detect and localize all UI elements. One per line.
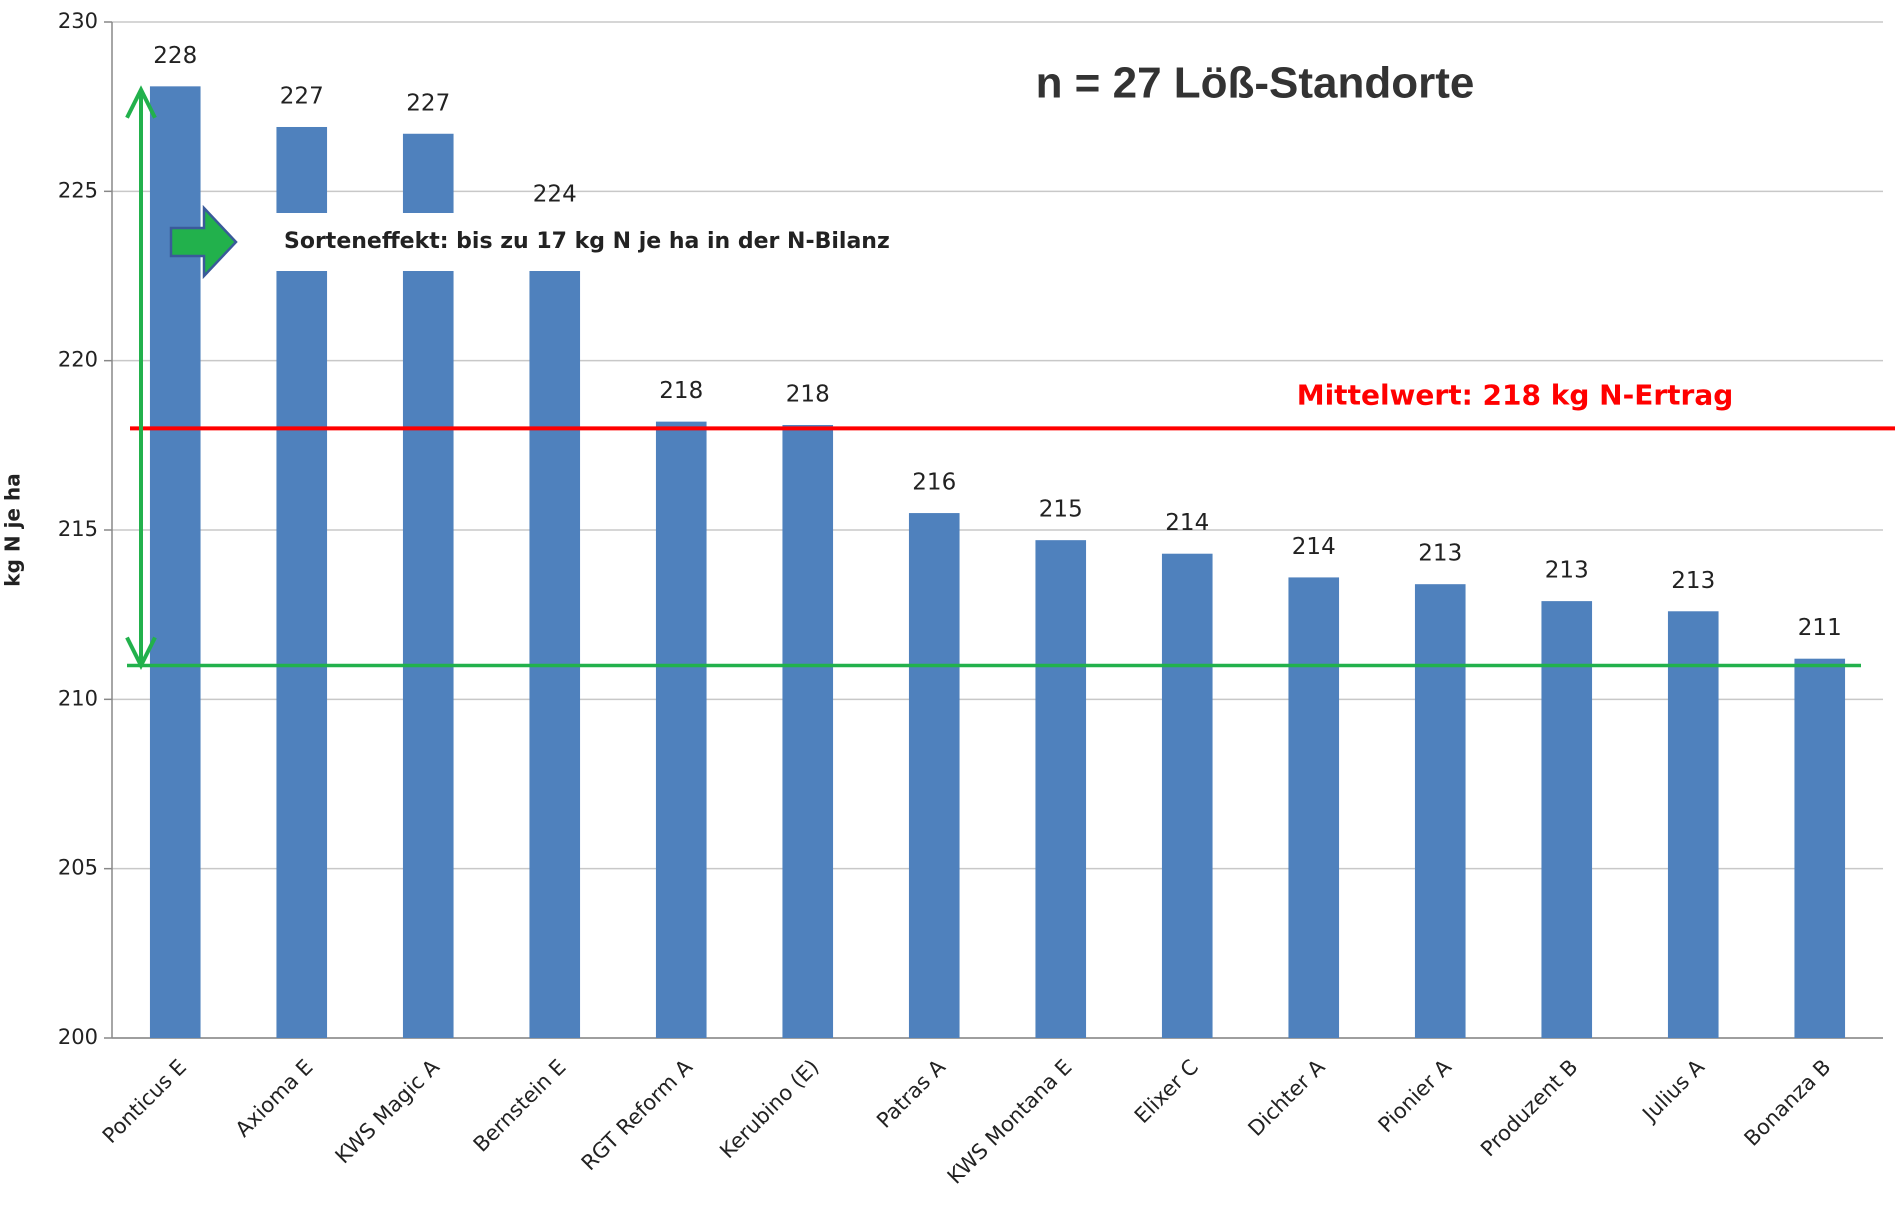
arrow-head: [125, 85, 157, 119]
chart-title: n = 27 Löß-Standorte: [1036, 59, 1475, 108]
bar: [655, 421, 707, 1038]
bar: [1667, 611, 1719, 1038]
x-tick-label: Axioma E: [231, 1055, 318, 1142]
arrow-head: [125, 636, 157, 670]
x-tick-label: Ponticus E: [98, 1055, 191, 1148]
value-label: 214: [1292, 534, 1336, 560]
x-tick-label: KWS Magic A: [331, 1054, 445, 1168]
x-tick-label: RGT Reform A: [577, 1054, 698, 1175]
value-label: 218: [659, 378, 703, 404]
value-label: 216: [912, 470, 956, 496]
x-tick-label: KWS Montana E: [943, 1055, 1077, 1189]
mean-label: Mittelwert: 218 kg N-Ertrag: [1297, 378, 1734, 411]
bar: [529, 225, 581, 1038]
value-label: 213: [1418, 541, 1462, 567]
annotation-label: Sorteneffekt: bis zu 17 kg N je ha in de…: [284, 229, 890, 254]
bar: [1794, 658, 1846, 1038]
value-label: 215: [1039, 497, 1083, 523]
value-label: 218: [786, 382, 830, 408]
annotation-arrow-icon: [169, 204, 238, 280]
bar: [908, 513, 960, 1038]
bar: [276, 126, 328, 1038]
y-tick-label: 220: [58, 348, 98, 372]
value-label: 228: [153, 43, 197, 69]
bar: [1288, 577, 1340, 1038]
bar: [1161, 553, 1213, 1038]
x-tick-label: Produzent B: [1476, 1055, 1582, 1161]
x-tick-label: Elixer C: [1130, 1055, 1203, 1128]
x-tick-label: Patras A: [872, 1054, 950, 1132]
bar: [402, 133, 454, 1038]
value-label: 224: [533, 182, 577, 208]
x-tick-label: Kerubino (E): [715, 1055, 823, 1163]
y-tick-label: 200: [58, 1025, 98, 1049]
value-label: 214: [1165, 510, 1209, 536]
bar: [1414, 584, 1466, 1038]
bar: [1035, 540, 1087, 1038]
bar: [1541, 601, 1593, 1038]
value-label: 213: [1545, 558, 1589, 584]
x-tick-label: Julius A: [1637, 1054, 1710, 1127]
annotation-background: [270, 213, 890, 271]
y-tick-label: 230: [58, 9, 98, 33]
y-tick-label: 205: [58, 856, 98, 880]
bar: [782, 425, 834, 1039]
x-tick-label: Bonanza B: [1740, 1055, 1836, 1151]
value-label: 227: [406, 90, 450, 116]
x-tick-label: Dichter A: [1243, 1054, 1329, 1140]
y-tick-label: 210: [58, 686, 98, 710]
y-axis-label: kg N je ha: [1, 473, 25, 586]
value-label: 213: [1671, 568, 1715, 594]
x-tick-label: Pionier A: [1374, 1054, 1457, 1137]
y-tick-label: 225: [58, 178, 98, 202]
value-label: 227: [280, 83, 324, 109]
x-tick-label: Bernstein E: [469, 1055, 571, 1157]
y-tick-label: 215: [58, 517, 98, 541]
value-label: 211: [1798, 615, 1842, 641]
